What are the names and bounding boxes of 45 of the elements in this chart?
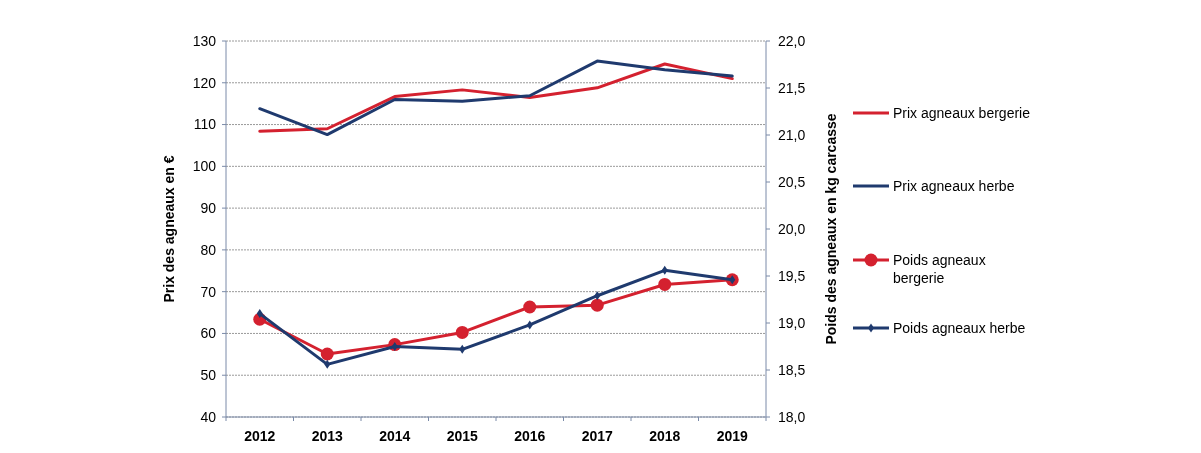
point — [320, 347, 334, 361]
y-tick-label: 120 — [192, 74, 217, 91]
point — [658, 277, 672, 291]
x-tick-label: 2017 — [581, 428, 614, 444]
y-tick-label: 80 — [200, 241, 217, 258]
x-tick-label: 2019 — [716, 428, 749, 444]
point — [459, 344, 466, 354]
x-tick-label: 2013 — [311, 428, 344, 444]
y2-tick-label: 21,5 — [778, 79, 806, 96]
y-tick-label: 50 — [200, 367, 217, 384]
point — [590, 298, 604, 312]
point — [324, 359, 331, 369]
y-tick-label: 100 — [192, 158, 217, 175]
y2-axis-title: Poids des agneaux en kg carcasse — [823, 113, 839, 345]
y2-tick-label: 19,5 — [778, 267, 806, 284]
point — [523, 300, 537, 314]
y-tick-label: 110 — [193, 116, 217, 133]
legend-label: Poids agneaux bergerie — [893, 251, 986, 287]
x-tick-label: 2016 — [514, 428, 546, 444]
y-tick-label: 70 — [200, 283, 217, 300]
point — [256, 309, 263, 319]
point — [729, 275, 736, 285]
legend-label: Poids agneaux herbe — [893, 319, 1026, 336]
x-tick-label: 2015 — [446, 428, 479, 444]
y2-tick-label: 20,0 — [778, 220, 806, 237]
y2-tick-label: 18,5 — [778, 361, 806, 378]
x-tick-label: 2012 — [244, 428, 276, 444]
legend-label: Prix agneaux bergerie — [893, 104, 1031, 121]
y-axis-title: Prix des agneaux en € — [161, 155, 177, 303]
y2-tick-label: 22,0 — [778, 32, 806, 49]
y-tick-label: 130 — [192, 32, 217, 49]
y-tick-label: 90 — [200, 200, 217, 217]
point — [455, 325, 469, 339]
point — [661, 265, 668, 275]
y2-tick-label: 20,5 — [778, 173, 806, 190]
point — [526, 320, 533, 330]
x-tick-label: 2018 — [649, 428, 681, 444]
y2-tick-label: 21,0 — [778, 126, 806, 143]
y2-tick-label: 18,0 — [778, 408, 806, 425]
y2-tick-label: 19,0 — [778, 314, 806, 331]
legend-label: Prix agneaux herbe — [893, 177, 1015, 194]
y-tick-label: 60 — [200, 325, 217, 342]
y-tick-label: 40 — [200, 408, 217, 425]
x-tick-label: 2014 — [379, 428, 411, 444]
point — [594, 291, 601, 301]
